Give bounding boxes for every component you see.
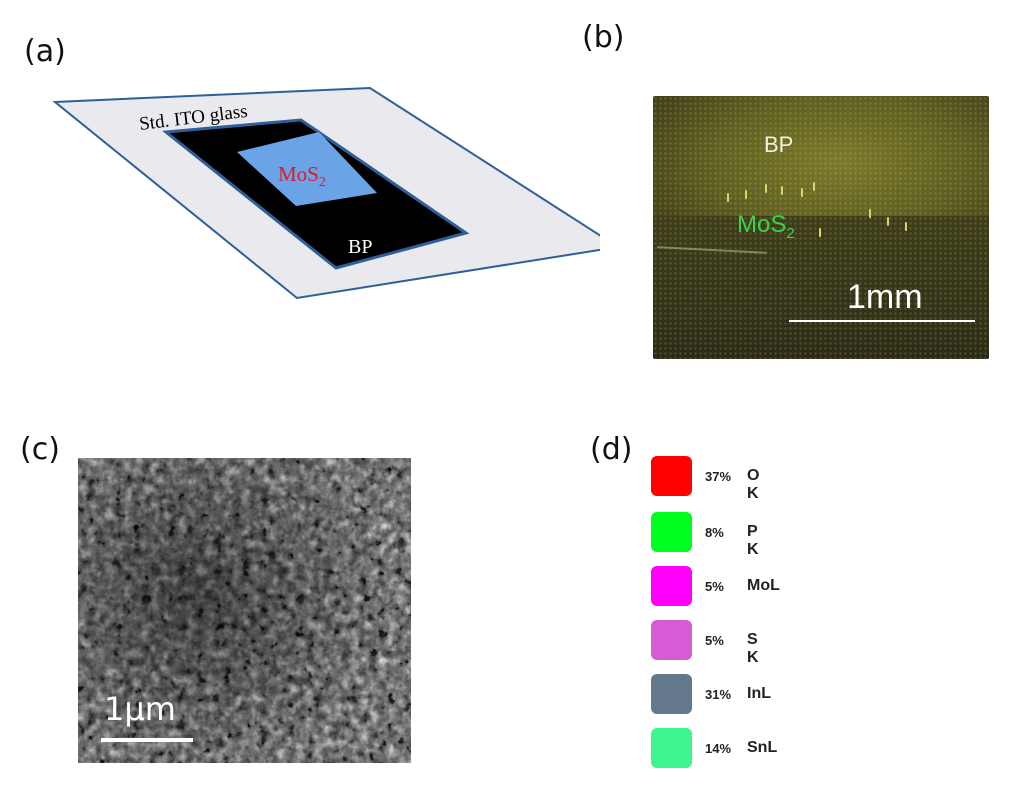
mos2-flake-mark	[727, 193, 729, 202]
color-swatch	[651, 728, 692, 768]
mos2-flake-mark	[745, 190, 747, 199]
mos2-flake-mark	[869, 209, 871, 218]
mos2-flake-mark	[905, 222, 907, 231]
panel-label-b: (b)	[582, 20, 625, 55]
bp-label: BP	[348, 236, 372, 258]
mos2-flake-mark	[781, 186, 783, 195]
scale-bar	[101, 738, 193, 742]
color-swatch	[651, 456, 692, 496]
panel-label-c: (c)	[20, 432, 60, 467]
element-name: O K	[747, 467, 760, 502]
percentage: 31%	[705, 687, 732, 702]
micrograph-texture	[653, 96, 989, 359]
element-name: InL	[747, 685, 771, 702]
sem-image	[78, 458, 411, 763]
mos2-layer	[237, 132, 377, 206]
element-name: P K	[747, 523, 759, 558]
bp-region-label: BP	[764, 132, 794, 157]
micrograph-dark-band	[653, 216, 989, 359]
device-schematic: Std. ITO glass MoS2 BP	[52, 86, 600, 300]
scale-bar-label: 1mm	[847, 278, 923, 316]
mos2-flake-mark	[813, 182, 815, 191]
optical-micrograph: BP MoS2 1mm	[653, 96, 989, 359]
mos2-flake-mark	[801, 188, 803, 197]
scale-bar-label: 1μm	[104, 690, 176, 728]
percentage: 14%	[705, 741, 732, 756]
mos2-label: MoS2	[278, 162, 326, 190]
percentage: 5%	[705, 633, 724, 648]
color-swatch	[651, 674, 692, 714]
percentage: 8%	[705, 525, 724, 540]
mos2-flake-mark	[819, 228, 821, 237]
color-swatch	[651, 512, 692, 552]
panel-label-d: (d)	[590, 432, 633, 467]
percentage: 5%	[705, 579, 724, 594]
color-swatch	[651, 566, 692, 606]
element-name: S K	[747, 631, 759, 666]
mos2-flake-mark	[765, 184, 767, 193]
element-name: MoL	[747, 577, 780, 594]
mos2-region-label: MoS2	[737, 211, 795, 242]
color-swatch	[651, 620, 692, 660]
mos2-flake-mark	[887, 217, 889, 226]
panel-label-a: (a)	[24, 34, 66, 69]
element-name: SnL	[747, 739, 778, 756]
scale-bar	[789, 320, 975, 322]
percentage: 37%	[705, 469, 732, 484]
